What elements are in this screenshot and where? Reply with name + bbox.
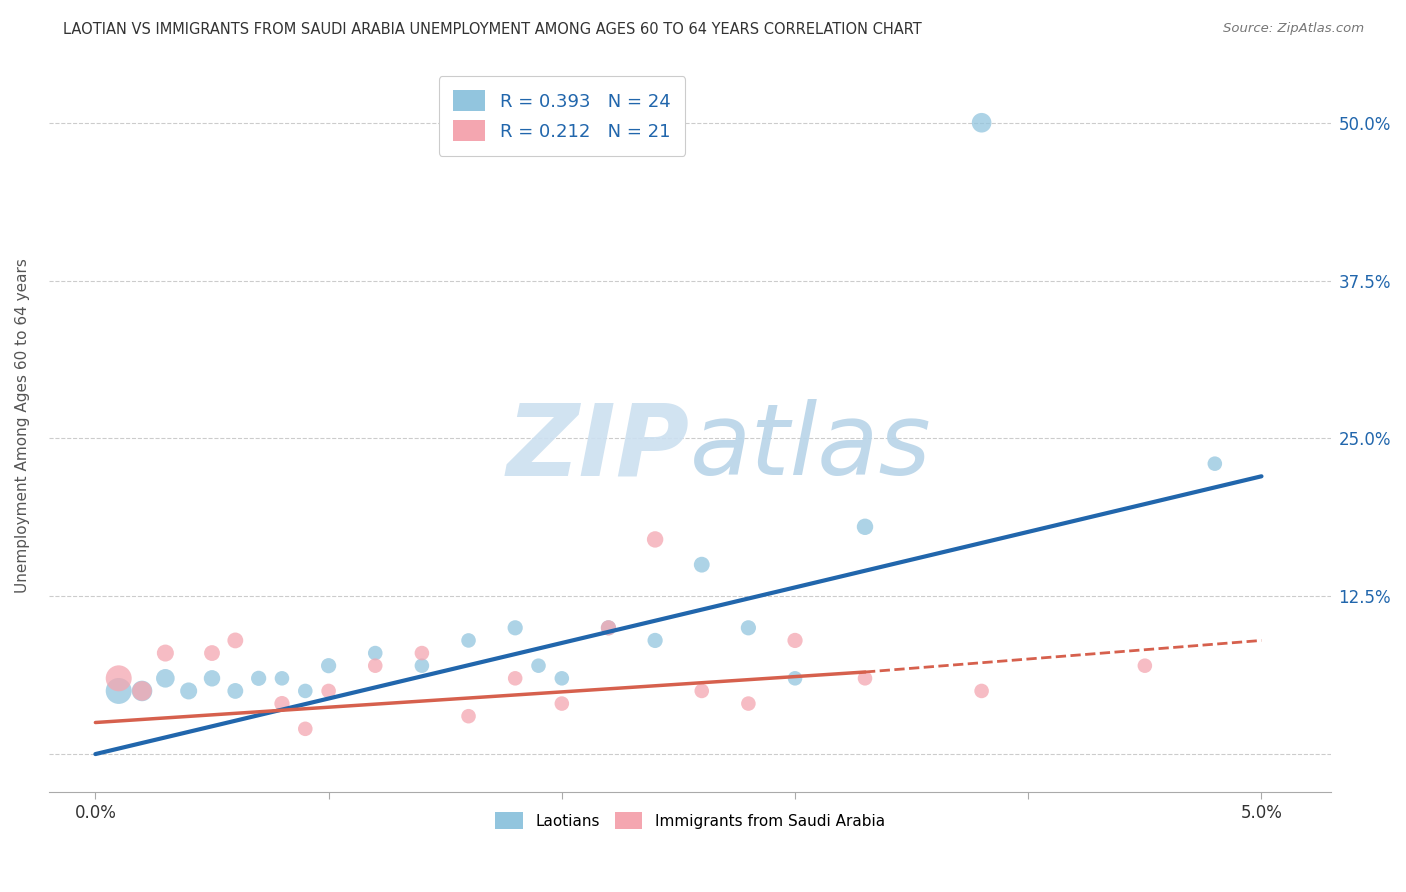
Point <box>411 658 433 673</box>
Point <box>271 697 294 711</box>
Point <box>201 646 224 660</box>
Point <box>783 633 806 648</box>
Point <box>644 533 666 547</box>
Point <box>131 684 153 698</box>
Point <box>364 646 387 660</box>
Y-axis label: Unemployment Among Ages 60 to 64 years: Unemployment Among Ages 60 to 64 years <box>15 259 30 593</box>
Point <box>527 658 550 673</box>
Text: atlas: atlas <box>690 400 932 496</box>
Point <box>294 722 316 736</box>
Text: Source: ZipAtlas.com: Source: ZipAtlas.com <box>1223 22 1364 36</box>
Point <box>737 621 759 635</box>
Point <box>503 621 526 635</box>
Point <box>364 658 387 673</box>
Point <box>853 671 876 685</box>
Point <box>107 671 129 685</box>
Point <box>155 671 177 685</box>
Point <box>1133 658 1156 673</box>
Point <box>970 684 993 698</box>
Point <box>551 697 574 711</box>
Point <box>201 671 224 685</box>
Point <box>737 697 759 711</box>
Point <box>783 671 806 685</box>
Point <box>457 709 479 723</box>
Point <box>690 558 713 572</box>
Point <box>177 684 200 698</box>
Text: LAOTIAN VS IMMIGRANTS FROM SAUDI ARABIA UNEMPLOYMENT AMONG AGES 60 TO 64 YEARS C: LAOTIAN VS IMMIGRANTS FROM SAUDI ARABIA … <box>63 22 922 37</box>
Text: ZIP: ZIP <box>508 400 690 496</box>
Point <box>411 646 433 660</box>
Point <box>598 621 620 635</box>
Point <box>294 684 316 698</box>
Point <box>853 520 876 534</box>
Point <box>318 658 340 673</box>
Point <box>318 684 340 698</box>
Point <box>503 671 526 685</box>
Point <box>247 671 270 685</box>
Point <box>1204 457 1226 471</box>
Point <box>107 684 129 698</box>
Point <box>598 621 620 635</box>
Point <box>970 116 993 130</box>
Point <box>551 671 574 685</box>
Point <box>690 684 713 698</box>
Point <box>457 633 479 648</box>
Point <box>224 684 246 698</box>
Point <box>155 646 177 660</box>
Point <box>271 671 294 685</box>
Legend: Laotians, Immigrants from Saudi Arabia: Laotians, Immigrants from Saudi Arabia <box>489 805 891 836</box>
Point <box>644 633 666 648</box>
Point <box>224 633 246 648</box>
Point <box>131 684 153 698</box>
